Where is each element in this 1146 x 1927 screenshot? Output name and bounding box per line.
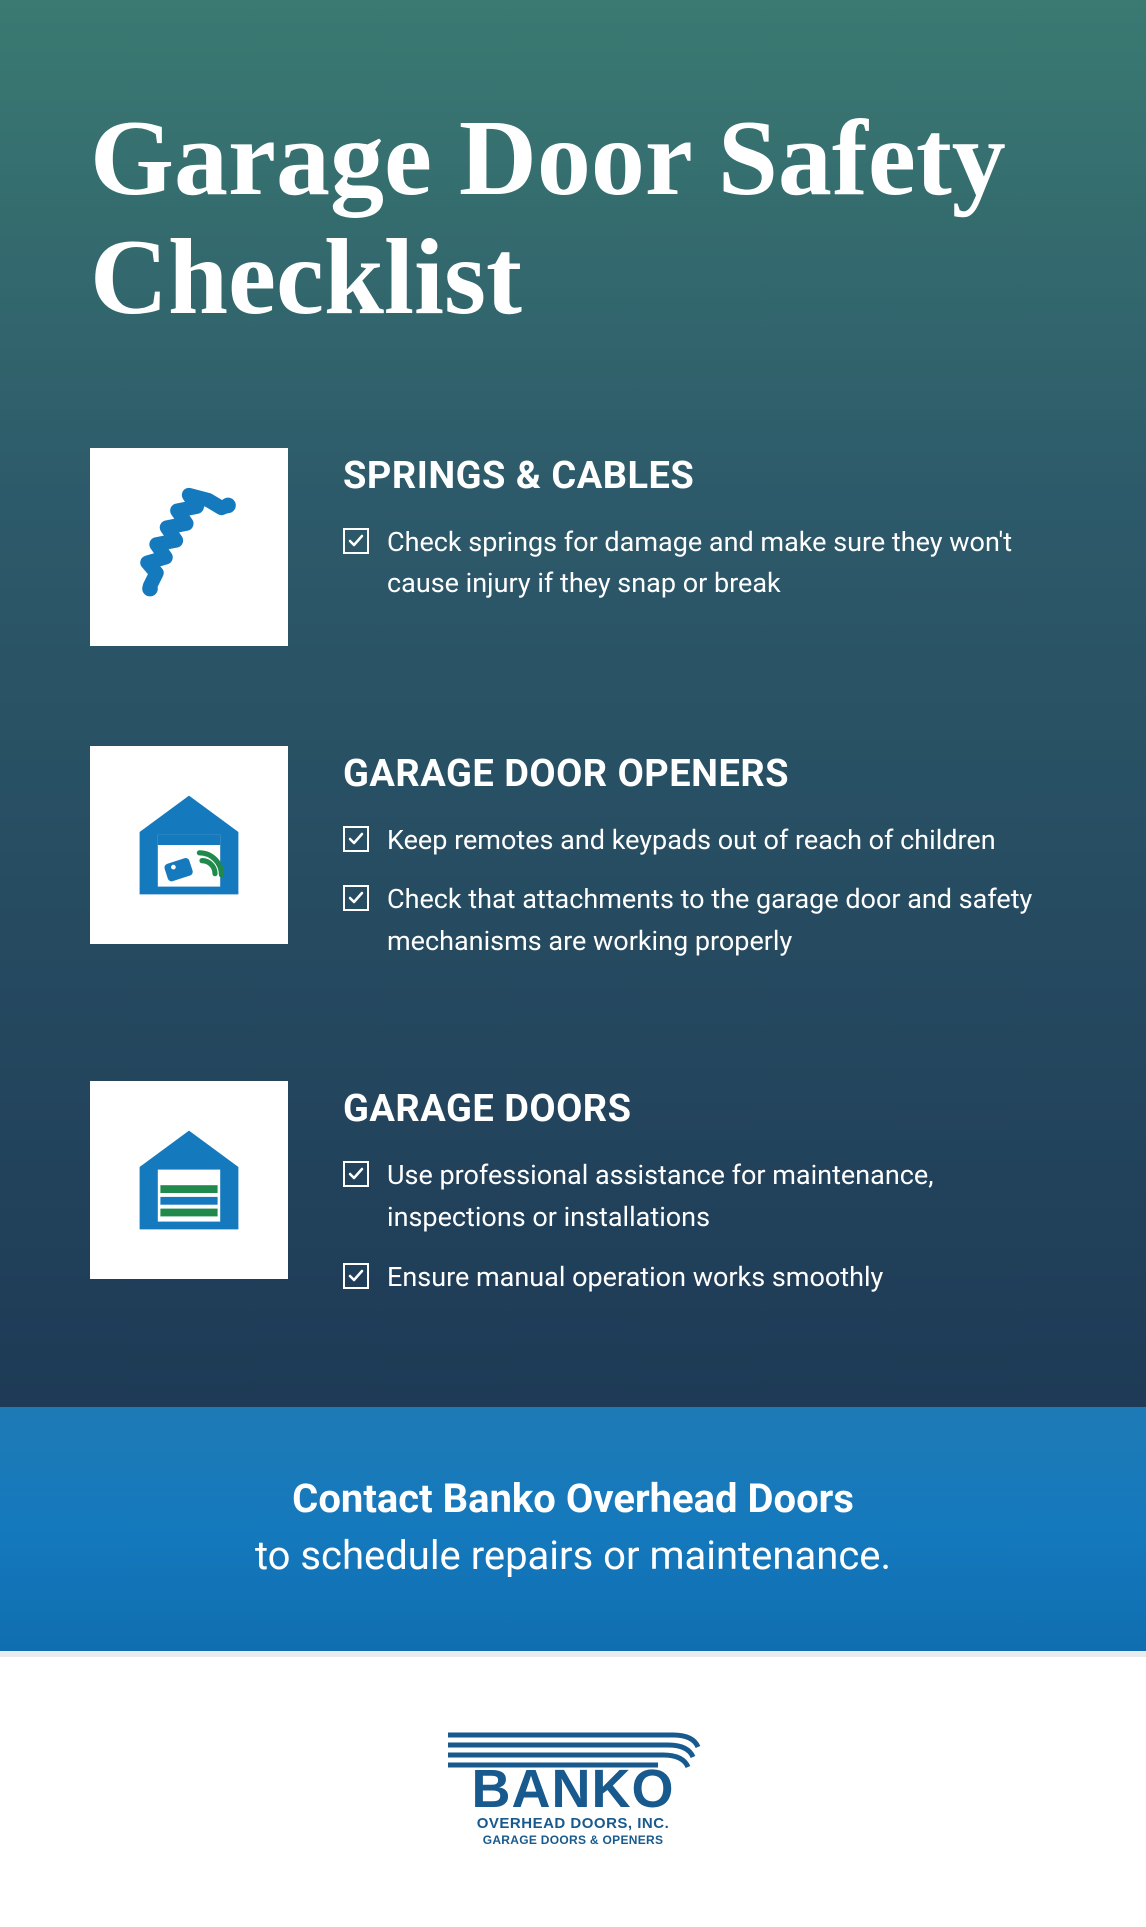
checkbox-icon xyxy=(343,528,369,554)
section-springs-cables: SPRINGS & CABLES Check springs for damag… xyxy=(90,448,1056,646)
section-openers: GARAGE DOOR OPENERS Keep remotes and key… xyxy=(90,746,1056,982)
checklist-item: Check that attachments to the garage doo… xyxy=(343,879,1056,963)
logo-sub1-text: OVERHEAD DOORS, INC. xyxy=(477,1815,670,1832)
checklist-text: Keep remotes and keypads out of reach of… xyxy=(387,820,996,862)
checklist-text: Use professional assistance for maintena… xyxy=(387,1155,1056,1239)
icon-box xyxy=(90,1081,288,1279)
page-title: Garage Door Safety Checklist xyxy=(90,100,1056,338)
cta-subheading: to schedule repairs or maintenance. xyxy=(40,1532,1106,1579)
icon-box xyxy=(90,448,288,646)
checklist-item: Keep remotes and keypads out of reach of… xyxy=(343,820,1056,862)
checkbox-icon xyxy=(343,885,369,911)
checklist-item: Use professional assistance for maintena… xyxy=(343,1155,1056,1239)
opener-icon xyxy=(124,780,254,910)
section-heading: GARAGE DOOR OPENERS xyxy=(343,752,1056,796)
section-content: GARAGE DOORS Use professional assistance… xyxy=(343,1081,1056,1317)
checklist-item: Check springs for damage and make sure t… xyxy=(343,522,1056,606)
section-content: SPRINGS & CABLES Check springs for damag… xyxy=(343,448,1056,624)
checklist-item: Ensure manual operation works smoothly xyxy=(343,1257,1056,1299)
checkbox-icon xyxy=(343,1161,369,1187)
section-doors: GARAGE DOORS Use professional assistance… xyxy=(90,1081,1056,1317)
logo: BANKO OVERHEAD DOORS, INC. GARAGE DOORS … xyxy=(443,1727,703,1848)
cta-banner: Contact Banko Overhead Doors to schedule… xyxy=(0,1407,1146,1651)
logo-sub2-text: GARAGE DOORS & OPENERS xyxy=(483,1833,664,1847)
section-content: GARAGE DOOR OPENERS Keep remotes and key… xyxy=(343,746,1056,982)
cta-heading: Contact Banko Overhead Doors xyxy=(40,1475,1106,1522)
checklist-text: Ensure manual operation works smoothly xyxy=(387,1257,883,1299)
checklist-text: Check springs for damage and make sure t… xyxy=(387,522,1056,606)
checkbox-icon xyxy=(343,1263,369,1289)
spring-icon xyxy=(124,482,254,612)
checklist-text: Check that attachments to the garage doo… xyxy=(387,879,1056,963)
icon-box xyxy=(90,746,288,944)
logo-brand-text: BANKO xyxy=(472,1765,675,1814)
section-heading: GARAGE DOORS xyxy=(343,1087,1056,1131)
hero-section: Garage Door Safety Checklist SPRINGS & C… xyxy=(0,0,1146,1407)
checkbox-icon xyxy=(343,826,369,852)
garage-door-icon xyxy=(124,1115,254,1245)
footer: BANKO OVERHEAD DOORS, INC. GARAGE DOORS … xyxy=(0,1651,1146,1927)
section-heading: SPRINGS & CABLES xyxy=(343,454,1056,498)
